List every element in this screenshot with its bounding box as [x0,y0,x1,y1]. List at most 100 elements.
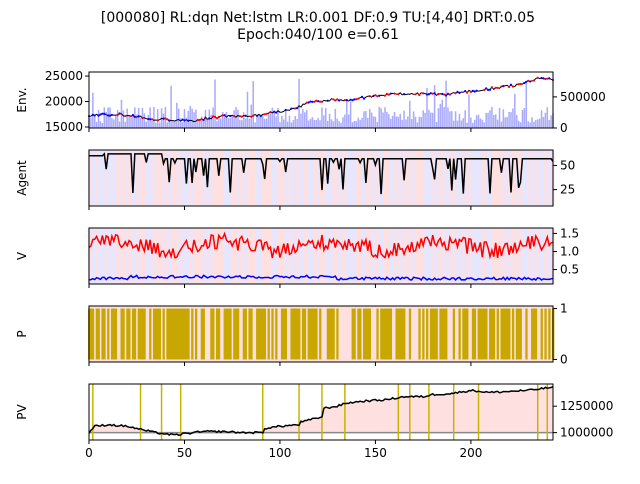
action-shade [204,150,207,206]
action-shade [544,150,547,206]
sell-point [315,99,318,102]
volume-bar [244,118,247,128]
volume-bar [523,107,526,128]
chart-title-line2: Epoch:040/100 e=0.61 [237,27,399,43]
action-shade [149,228,152,284]
p-bar [271,308,274,360]
volume-bar [302,109,304,128]
action-shade [397,228,400,284]
action-shade [542,228,545,284]
buy-point [204,116,207,119]
action-shade [202,150,205,206]
action-shade [269,228,272,284]
action-shade [506,150,509,206]
volume-bar [449,111,451,128]
action-shade [508,228,511,284]
buy-point [183,119,186,122]
p-bar [519,308,522,360]
volume-bar [252,81,254,128]
agent-ylabel: Agent [15,160,29,196]
p-bar [95,308,98,360]
action-shade [217,228,221,284]
sell-point [141,116,144,120]
action-shade [311,150,314,206]
action-shade [317,150,320,206]
sell-point [519,82,522,86]
action-shade [198,150,202,206]
p-bar [380,308,383,360]
action-shade [548,228,551,284]
action-shade [441,228,444,284]
action-shade [298,150,301,206]
action-shade [183,150,186,206]
action-shade [95,150,98,206]
volume-bar [309,118,312,128]
action-shade [326,228,330,284]
sell-point [500,85,503,88]
volume-bar [529,122,531,128]
action-shade [242,150,246,206]
sell-point [336,98,339,101]
volume-bar [363,111,365,128]
p-bar [131,308,135,360]
pv-x-tick-label: 0 [85,446,93,460]
sell-point [156,119,159,122]
volume-bar [170,85,172,128]
volume-bar [315,119,317,128]
volume-bar [307,120,310,128]
sell-point [355,98,358,101]
buy-point [360,95,364,98]
sell-point [374,94,377,97]
action-shade [181,228,184,284]
p-bar [187,308,190,360]
sell-point [376,95,379,98]
p-bar [422,308,425,360]
volume-bar [168,121,170,128]
p-bar [122,308,125,360]
action-shade [114,228,118,284]
volume-bar [527,121,529,128]
action-shade [307,228,310,284]
action-shade [151,228,154,284]
action-shade [498,150,501,206]
volume-bar [313,119,316,128]
action-shade [294,150,297,206]
action-shade [250,228,253,284]
action-shade [248,150,251,206]
action-shade [179,228,183,284]
p-bar [210,308,213,360]
sell-point [454,92,457,95]
action-shade [550,228,553,284]
volume-bar [533,121,535,128]
p-bar [326,308,330,360]
p-bar [466,308,469,360]
p-bar [227,308,230,360]
p-bar [506,308,509,360]
p-bar [280,308,284,360]
p-bar [328,308,331,360]
action-shade [118,228,121,284]
p-bar [534,308,538,360]
buy-point [528,80,532,83]
p-bar [309,308,312,360]
buy-point [103,112,106,115]
volume-bar [283,119,285,128]
action-shade [494,228,498,284]
action-shade [452,228,456,284]
volume-bar [347,114,350,128]
action-shade [468,150,471,206]
action-shade [405,150,408,206]
p-bar [382,308,385,360]
action-shade [450,228,454,284]
buy-point [149,118,152,121]
volume-bar [433,85,436,128]
volume-bar [118,121,121,128]
volume-bar [460,120,463,128]
volume-bar [389,118,392,128]
action-shade [401,150,404,206]
buy-point [311,100,314,103]
action-shade [214,228,217,284]
volume-bar [351,122,354,128]
p-bar [508,308,511,360]
action-shade [439,228,442,284]
